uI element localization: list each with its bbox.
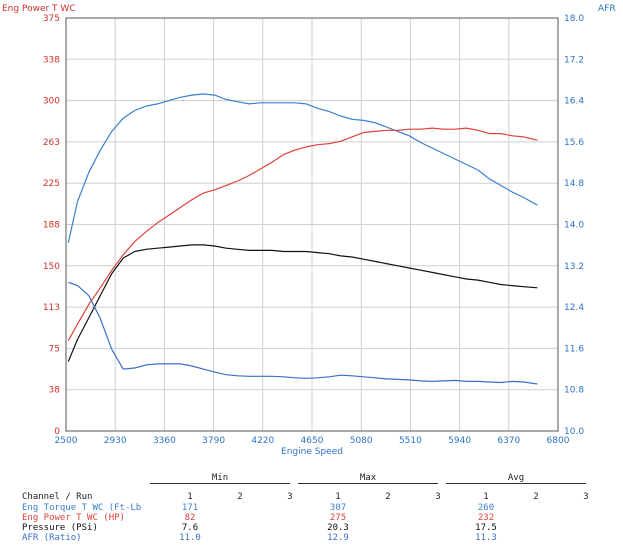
y-left-tick-label: 338	[43, 55, 60, 65]
value-avg: 17.5	[475, 523, 497, 533]
y-left-tick-label: 38	[49, 386, 61, 396]
value-avg: 11.3	[475, 533, 497, 543]
run-number: 1	[187, 492, 193, 502]
series-layer	[67, 93, 538, 385]
y-left-tick-label: 375	[43, 14, 60, 24]
y-left-tick-label: 75	[49, 344, 60, 354]
run-number: 3	[583, 492, 589, 502]
x-tick-label: 6370	[497, 436, 520, 446]
y-left-tick-label: 188	[43, 221, 60, 231]
run-number: 1	[335, 492, 341, 502]
power-series-line	[67, 127, 538, 341]
y-right-tick-label: 12.4	[564, 303, 584, 313]
afr-series-line	[68, 281, 538, 385]
right-axis-title: AFR	[598, 4, 616, 14]
y-right-tick-label: 15.6	[564, 138, 584, 148]
value-max: 20.3	[327, 523, 349, 533]
run-number: 1	[483, 492, 489, 502]
x-tick-label: 4650	[301, 436, 324, 446]
grid-lines	[66, 18, 558, 431]
run-number: 2	[237, 492, 243, 502]
run-number: 2	[385, 492, 391, 502]
channel-name: AFR (Ratio)	[22, 533, 82, 543]
plot-frame	[65, 17, 559, 432]
y-right-tick-label: 11.6	[564, 344, 584, 354]
y-left-tick-label: 225	[43, 179, 60, 189]
y-right-tick-label: 17.2	[564, 55, 584, 65]
pressure-series-line	[67, 244, 538, 362]
x-axis-title: Engine Speed	[281, 447, 343, 457]
group-header-avg: Avg	[507, 473, 525, 483]
value-min: 11.0	[179, 533, 201, 543]
group-divider	[446, 483, 586, 484]
dyno-chart: 2500 2930 3360 3790 4220 4650 5080 5510 5940 6370…	[2, 4, 616, 457]
x-tick-label: 6800	[547, 436, 570, 446]
x-tick-label: 2930	[104, 436, 127, 446]
value-max: 12.9	[327, 533, 349, 543]
x-tick-label: 5940	[448, 436, 471, 446]
y-right-tick-label: 18.0	[564, 14, 584, 24]
left-axis-title: Eng Power T WC	[2, 4, 76, 14]
x-tick-label: 5510	[399, 436, 422, 446]
y-right-tick-label: 10.0	[564, 427, 584, 437]
group-header-max: Max	[359, 473, 377, 483]
group-header-min: Min	[211, 473, 229, 483]
y-left-tick-label: 300	[43, 97, 60, 107]
y-left-tick-label: 150	[43, 262, 60, 272]
x-tick-label: 2500	[55, 436, 78, 446]
value-min: 171	[181, 503, 199, 513]
value-min: 7.6	[181, 523, 199, 533]
y-right-tick-label: 14.8	[564, 179, 584, 189]
x-tick-label: 3790	[202, 436, 225, 446]
channel-name: Pressure (PSi)	[22, 523, 98, 533]
group-divider	[298, 483, 438, 484]
tick-labels: 2500 2930 3360 3790 4220 4650 5080 5510 5940 6370…	[43, 14, 585, 446]
value-avg: 260	[477, 503, 495, 513]
y-right-tick-label: 10.8	[564, 386, 584, 396]
channel-name: Eng Torque T WC (Ft-Lb	[22, 503, 142, 513]
y-right-tick-label: 16.4	[564, 97, 584, 107]
run-number: 3	[435, 492, 441, 502]
y-right-tick-label: 14.0	[564, 221, 584, 231]
x-tick-label: 4220	[251, 436, 274, 446]
value-max: 307	[329, 503, 347, 513]
x-tick-label: 5080	[350, 436, 373, 446]
channel-run-header: Channel / Run	[22, 492, 93, 502]
run-number: 2	[533, 492, 539, 502]
y-right-tick-label: 13.2	[564, 262, 584, 272]
group-divider	[150, 483, 290, 484]
y-left-tick-label: 0	[54, 427, 60, 437]
y-left-tick-label: 113	[43, 303, 60, 313]
y-left-tick-label: 263	[43, 138, 60, 148]
value-min: 82	[184, 513, 196, 523]
x-tick-label: 3360	[153, 436, 176, 446]
channel-name: Eng Power T WC (HP)	[22, 513, 125, 523]
value-avg: 232	[477, 513, 495, 523]
run-number: 3	[287, 492, 293, 502]
value-max: 275	[329, 513, 347, 523]
torque-series-line	[67, 93, 538, 243]
